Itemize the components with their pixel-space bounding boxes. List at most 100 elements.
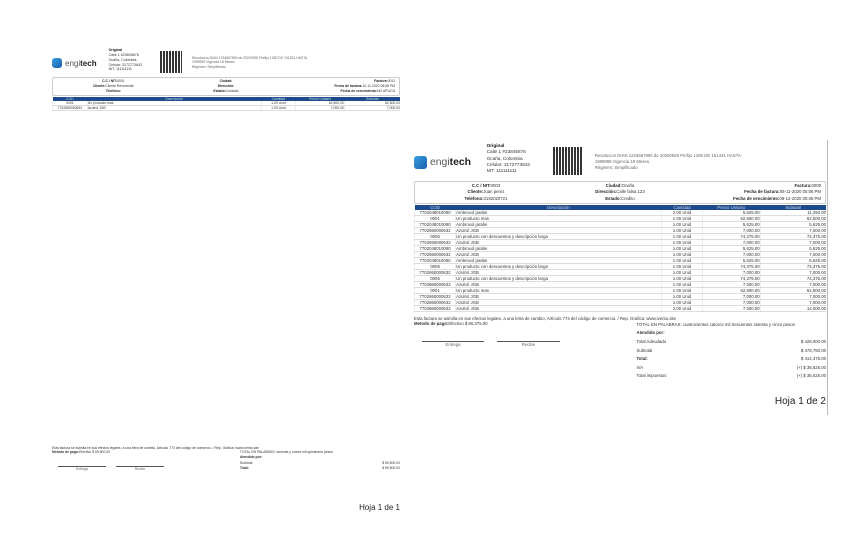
total-label: Subtotal (636, 347, 653, 353)
cell: 0001 (413, 215, 456, 222)
cell: 1.00 Unid (660, 269, 703, 276)
total-row: Total Adeudado $ 428,000.00 (636, 338, 826, 347)
column-header: Subtotal (344, 97, 400, 102)
logo-light: engi (430, 157, 450, 168)
column-header: Descripción (455, 204, 662, 210)
table-header: COD Descripción Cantidad Precio Unitario Sub… (52, 97, 400, 102)
cell: 7,000.00 (702, 299, 761, 306)
footer-body: Metodo de pago:Efectivo $ 69,500.00 Entre… (52, 450, 400, 472)
cell: Azulrol JGB (455, 299, 662, 306)
cell: 5,625.00 (702, 245, 761, 252)
info-cc: C.C / NIT:0003 (419, 183, 553, 189)
cell: 7,000.00 (759, 299, 826, 306)
cell: 5,625.00 (759, 221, 826, 228)
table-row: 7702860000632 Azulrol JGB 1.00 Unid 7,000.0… (413, 281, 826, 288)
total-row: Total: $ 69,500.00 (240, 466, 400, 471)
table-row: 7702860000632 Azulrol JGB 2.00 Unid 7,000.0… (413, 305, 826, 312)
info-fecha-value: 10-11-2020 08:58 PM (362, 84, 395, 89)
total-words: TOTAL EN PALABRAS: sesenta y nueve mil q… (239, 450, 333, 454)
info-factura-label: Factura: (374, 79, 388, 83)
info-tel-label: Telefono: (105, 89, 121, 94)
table-row: 7702048010090 Ambroxol jarabe 1.00 Unid 5,6… (413, 221, 826, 228)
cell: 7,000.00 (759, 251, 826, 258)
cell: 0001 (413, 287, 456, 294)
cell: Azulrol JGB (86, 105, 261, 112)
cell: 1.00 Unid (660, 299, 703, 306)
footer-left: Metodo de pago:Efectivo $ 86,375.00 Entre… (414, 321, 612, 381)
logo-bold: tech (449, 157, 472, 168)
legal-text: Esta factura se asimila en sus efectos l… (52, 446, 259, 450)
logo-name: engitech (65, 59, 97, 68)
cell: 0005 (413, 275, 456, 282)
info-dir: Dirección:Calle falsa 123 (553, 189, 687, 195)
items-table: COD Descripción Cantidad Precio Unitario Sub… (52, 97, 400, 112)
column-header: Subtotal (760, 204, 826, 210)
cell: 7,000.00 (343, 105, 400, 112)
cell: 5,625.00 (702, 257, 761, 264)
cell: Un producto mas (455, 287, 662, 294)
invoice-footer: Esta factura se asimila en sus efectos l… (414, 316, 826, 381)
cell: 5,625.00 (702, 221, 761, 228)
logo-bold: tech (80, 58, 97, 68)
cell: 1.00 Unid (260, 101, 296, 107)
cell: 7702048010090 (413, 245, 456, 252)
table-row: 0005 Un producto con descuentos y descrip… (413, 233, 826, 240)
invoice-page-1: engitech Original Calle 1 #23845678 Ocaña, … (52, 48, 400, 518)
info-cc-value: 0001 (117, 79, 125, 83)
table-row: 0001 Un producto mas 1.00 Unid 62,500.00 62,… (52, 101, 400, 107)
footer-left: Metodo de pago:Efectivo $ 69,500.00 Entre… (52, 450, 219, 472)
cell: 62,500.00 (759, 215, 826, 222)
attended-by: Atendido por: (636, 330, 665, 336)
footer-right: TOTAL EN PALABRAS: sesenta y nueve mil q… (240, 450, 400, 472)
info-ciudad-value: Ocaña (621, 182, 635, 188)
cell: 1.00 Unid (660, 239, 703, 246)
cell: Un producto con descuentos y descripción… (455, 233, 662, 240)
cell: Un producto mas (86, 101, 261, 107)
cell: Azulrol JGB (455, 251, 662, 258)
cell: Azulrol JGB (455, 227, 662, 234)
column-header: COD (414, 204, 456, 210)
cell: Azulrol JGB (455, 269, 662, 276)
cell: 74,375.00 (702, 233, 761, 240)
footer-body: Metodo de pago:Efectivo $ 86,375.00 Entre… (414, 321, 826, 381)
cell: 62,500.00 (702, 215, 761, 222)
total-value: $ 428,000.00 (800, 339, 826, 345)
cell: 74,375.00 (702, 275, 761, 282)
payment-method: Metodo de pago:Efectivo $ 69,500.00 (52, 450, 219, 454)
cell: 74,375.00 (702, 263, 761, 270)
page-border (827, 140, 828, 415)
invoice-footer: Esta factura se asimila en sus efectos l… (52, 446, 400, 472)
payment-value: Efectivo $ 86,375.00 (448, 320, 488, 326)
info-cc: C.C / NIT:0001 (57, 79, 170, 84)
info-factura-value: 0009 (811, 182, 821, 188)
info-cc-label: C.C / NIT: (471, 182, 491, 188)
cell: 7702860000632 (413, 305, 456, 312)
total-row: Total: $ 414,375.00 (636, 355, 826, 364)
column-header: Descripción (87, 97, 261, 102)
cell: 7,000.00 (702, 293, 761, 300)
info-venc-label: Fecha de vencimiento: (733, 195, 780, 201)
company-phone: Celular: 3172773843 (108, 62, 142, 67)
page-number: Hoja 1 de 1 (359, 503, 400, 512)
cell: 14,000.00 (759, 305, 826, 312)
cell: Ambroxol jarabe (455, 245, 662, 252)
total-label: Subtotal (239, 460, 253, 465)
info-cc-value: 0003 (490, 182, 501, 188)
cell: 1.00 Unid (660, 263, 703, 270)
cell: 7,000.00 (702, 251, 761, 258)
total-value: (+) $ 35,625.00 (796, 373, 826, 379)
cell: 5,625.00 (759, 257, 826, 264)
info-factura: Factura:0011 (282, 79, 395, 84)
cell: Un producto con descuentos y descripción… (455, 275, 662, 282)
cell: 7,000.00 (702, 281, 761, 288)
total-value: $ 478,750.00 (800, 347, 826, 353)
company-address: Calle 1 #23845678 (486, 149, 526, 155)
cell: 7702860000632 (413, 293, 456, 300)
total-value: $ 69,500.00 (382, 460, 400, 465)
company-nit: NIT: 111111111 (486, 168, 517, 174)
company-city: Ocaña, Colombia (108, 57, 137, 62)
cell: 0005 (413, 233, 456, 240)
total-value: $ 414,375.00 (800, 356, 826, 362)
legal-text: Esta factura se asimila en sus efectos l… (414, 315, 677, 321)
resolution: Resolucion DIAN 1234567890 de 20200928 P… (595, 153, 751, 170)
